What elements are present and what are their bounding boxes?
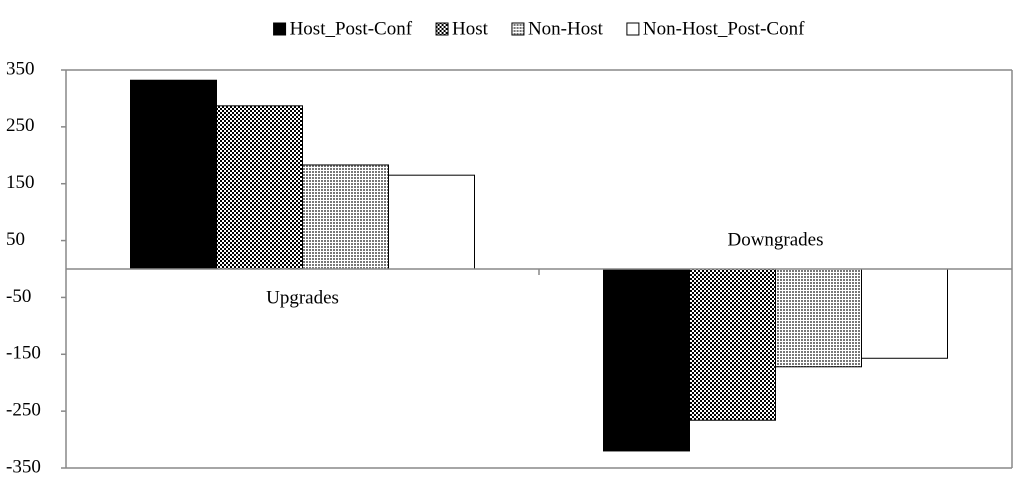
y-tick-label: 50 [6, 229, 25, 250]
legend-label: Host_Post-Conf [290, 18, 413, 39]
bar [603, 268, 690, 452]
legend: Host_Post-Conf Host Non-Host Non-Host_Post-… [273, 18, 805, 39]
legend-swatch [273, 22, 287, 36]
bar [861, 268, 948, 359]
legend-label: Host [452, 18, 489, 39]
y-tick-label: -350 [6, 456, 41, 477]
bar [775, 268, 862, 368]
legend-swatch [511, 22, 525, 36]
bar [302, 164, 389, 270]
y-tick-label: -50 [6, 286, 31, 307]
legend-swatch [626, 22, 640, 36]
legend-label: Non-Host_Post-Conf [643, 18, 805, 39]
bar [130, 79, 217, 270]
y-tick-label: 150 [6, 172, 35, 193]
y-tick-label: -250 [6, 400, 41, 421]
legend-swatch [435, 22, 449, 36]
bar [388, 174, 475, 270]
legend-label: Non-Host [528, 18, 604, 39]
category-label: Upgrades [266, 287, 339, 308]
bar [689, 268, 776, 421]
y-tick-label: -150 [6, 343, 41, 364]
y-tick-label: 350 [6, 58, 35, 79]
category-label: Downgrades [727, 229, 823, 250]
bar [216, 105, 303, 270]
y-tick-label: 250 [6, 115, 35, 136]
